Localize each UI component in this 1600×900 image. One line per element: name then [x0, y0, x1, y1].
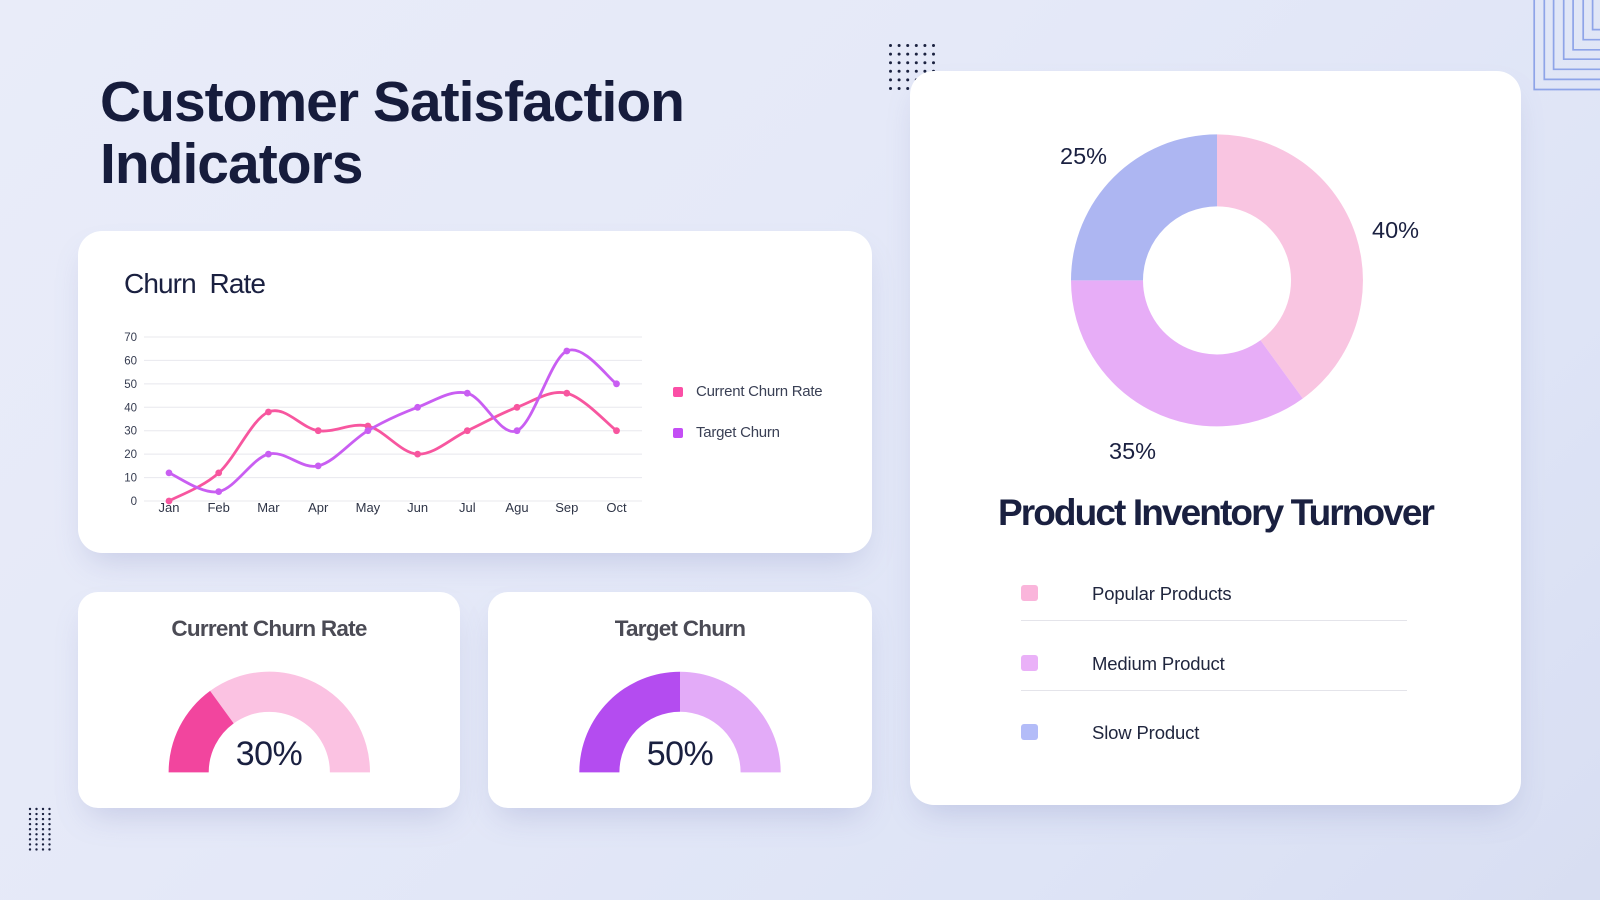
- svg-text:Jan: Jan: [159, 500, 180, 515]
- svg-text:20: 20: [124, 449, 137, 461]
- svg-text:May: May: [356, 500, 381, 515]
- svg-text:Agu: Agu: [505, 500, 528, 515]
- svg-text:60: 60: [124, 355, 137, 367]
- svg-text:Sep: Sep: [555, 500, 578, 515]
- svg-text:30: 30: [124, 426, 137, 438]
- svg-text:Oct: Oct: [606, 500, 627, 515]
- svg-text:Jun: Jun: [407, 500, 428, 515]
- svg-text:Apr: Apr: [308, 500, 329, 515]
- svg-text:0: 0: [131, 496, 137, 508]
- svg-text:50: 50: [124, 379, 137, 391]
- svg-text:Jul: Jul: [459, 500, 476, 515]
- svg-text:Feb: Feb: [207, 500, 229, 515]
- svg-text:70: 70: [124, 332, 137, 344]
- svg-text:10: 10: [124, 473, 137, 485]
- svg-text:Mar: Mar: [257, 500, 280, 515]
- svg-text:40: 40: [124, 402, 137, 414]
